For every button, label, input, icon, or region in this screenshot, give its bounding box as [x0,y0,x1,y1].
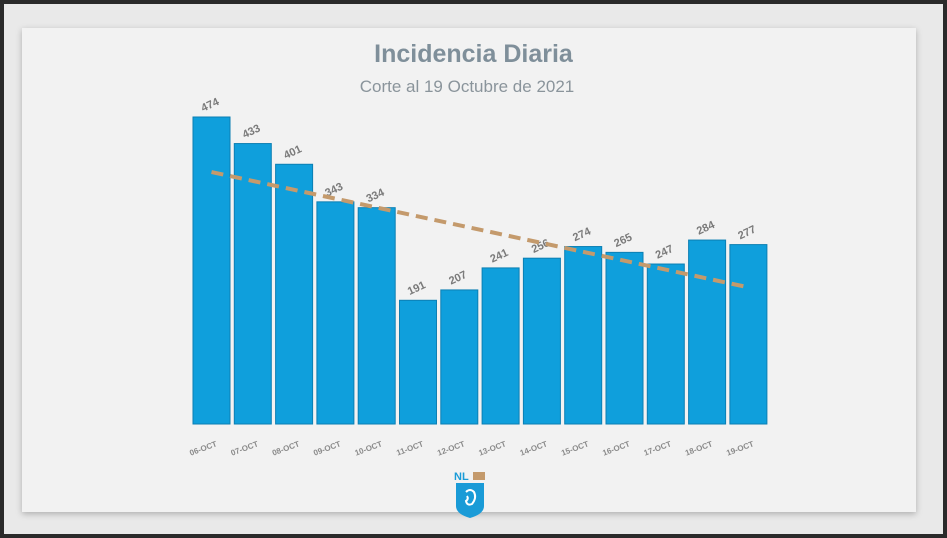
bar-08-oct [275,163,314,425]
x-tick-label: 19-OCT [725,439,755,457]
x-tick-label: 09-OCT [312,439,342,457]
x-tick-label: 12-OCT [436,439,466,457]
trendline [211,170,749,290]
bar-12-oct [440,289,479,425]
data-label: 265 [612,231,634,250]
data-label: 207 [447,269,469,288]
nl-logo-icon: NL [454,471,485,518]
bar-17-oct [646,263,685,425]
bar-18-oct [688,239,727,425]
x-tick-label: 08-OCT [271,439,301,457]
x-tick-label: 06-OCT [188,439,218,457]
x-tick-label: 14-OCT [519,439,549,457]
bar-11-oct [399,299,437,425]
data-label: 334 [365,186,388,205]
chart-title: Incidencia Diaria [374,40,573,68]
bar-09-oct [316,201,355,425]
data-label: 191 [406,279,428,298]
chart-subtitle: Corte al 19 Octubre de 2021 [359,77,575,96]
bar-06-oct [192,116,231,425]
data-label: 247 [654,243,676,262]
data-label: 274 [571,225,594,244]
x-tick-label: 17-OCT [643,439,673,457]
bar-10-oct [357,207,396,425]
bar-07-oct [233,143,272,425]
bar-19-oct [729,244,768,425]
x-tick-label: 18-OCT [684,439,714,457]
x-tick-label: 16-OCT [601,439,631,457]
data-label: 241 [488,247,510,266]
data-label: 284 [695,219,718,238]
bar-13-oct [481,267,520,425]
bar-14-oct [522,257,561,425]
svg-text:NL: NL [454,471,469,483]
x-tick-label: 11-OCT [395,439,425,457]
data-label: 474 [199,96,222,115]
data-label: 401 [282,143,304,162]
bar-15-oct [564,246,603,425]
x-tick-label: 10-OCT [354,439,384,457]
x-tick-label: 13-OCT [477,439,507,457]
x-tick-label: 07-OCT [230,439,260,457]
x-tick-label: 15-OCT [560,439,590,457]
data-label: 433 [241,123,263,142]
bar-16-oct [605,251,644,425]
data-label: 277 [736,224,758,243]
